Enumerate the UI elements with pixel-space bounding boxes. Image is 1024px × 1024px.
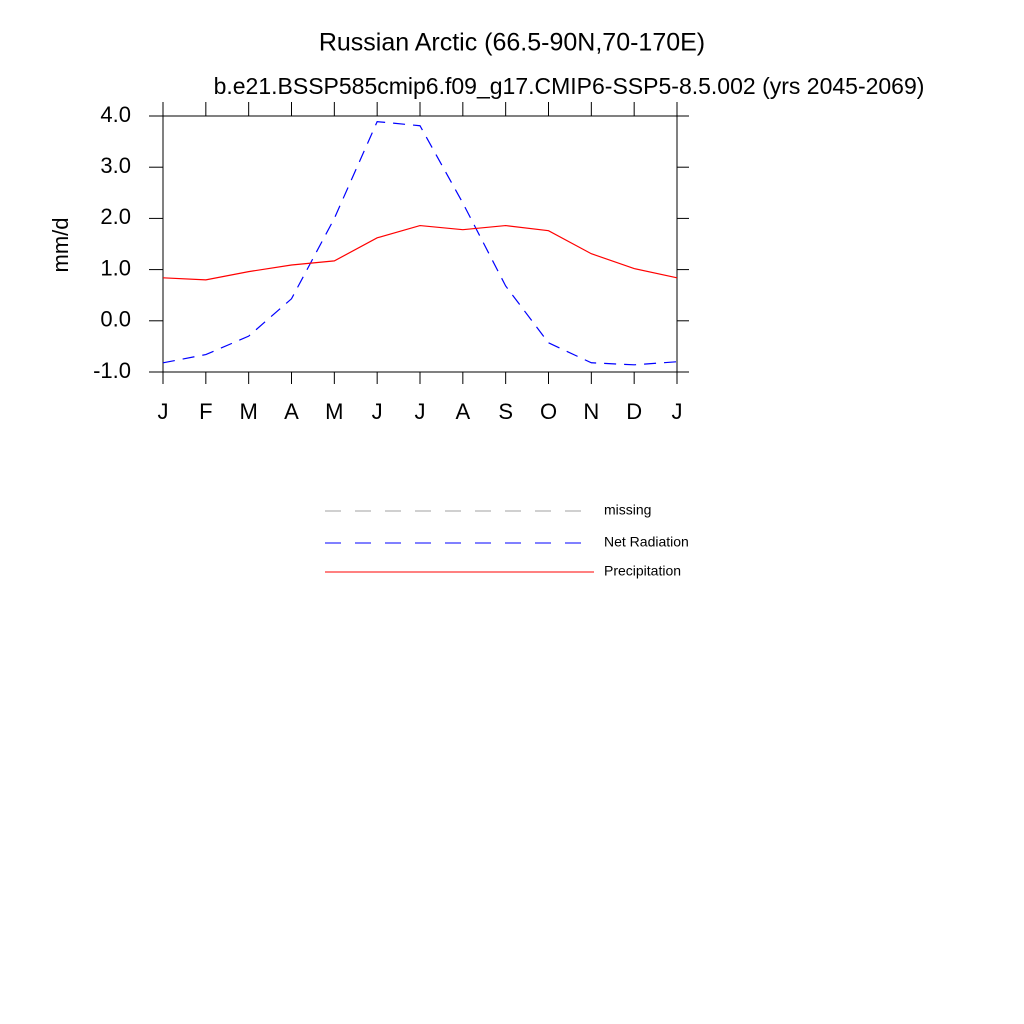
x-tick-label: M xyxy=(240,399,258,424)
x-tick-label: O xyxy=(540,399,557,424)
chart-title: Russian Arctic (66.5-90N,70-170E) xyxy=(319,29,705,57)
y-axis-label: mm/d xyxy=(48,218,73,273)
x-tick-label: A xyxy=(284,399,299,424)
y-tick-label: 0.0 xyxy=(100,307,131,332)
x-tick-label: J xyxy=(158,399,169,424)
x-tick-label: F xyxy=(199,399,212,424)
y-tick-label: 4.0 xyxy=(100,102,131,127)
x-tick-label: M xyxy=(325,399,343,424)
legend-label: Net Radiation xyxy=(604,534,689,550)
legend-label: Precipitation xyxy=(604,563,681,579)
x-tick-label: J xyxy=(415,399,426,424)
y-tick-label: 3.0 xyxy=(100,153,131,178)
x-tick-label: J xyxy=(372,399,383,424)
legend-label: missing xyxy=(604,502,651,518)
x-tick-label: A xyxy=(455,399,470,424)
x-tick-label: J xyxy=(672,399,683,424)
x-tick-label: D xyxy=(626,399,642,424)
chart-subtitle: b.e21.BSSP585cmip6.f09_g17.CMIP6-SSP5-8.… xyxy=(214,73,925,99)
x-tick-label: N xyxy=(583,399,599,424)
series-line xyxy=(162,224,678,281)
plot-frame xyxy=(162,115,678,373)
x-tick-label: S xyxy=(498,399,513,424)
series-line xyxy=(162,120,678,366)
y-tick-label: 2.0 xyxy=(100,204,131,229)
y-tick-label: -1.0 xyxy=(93,358,131,383)
y-tick-label: 1.0 xyxy=(100,255,131,280)
